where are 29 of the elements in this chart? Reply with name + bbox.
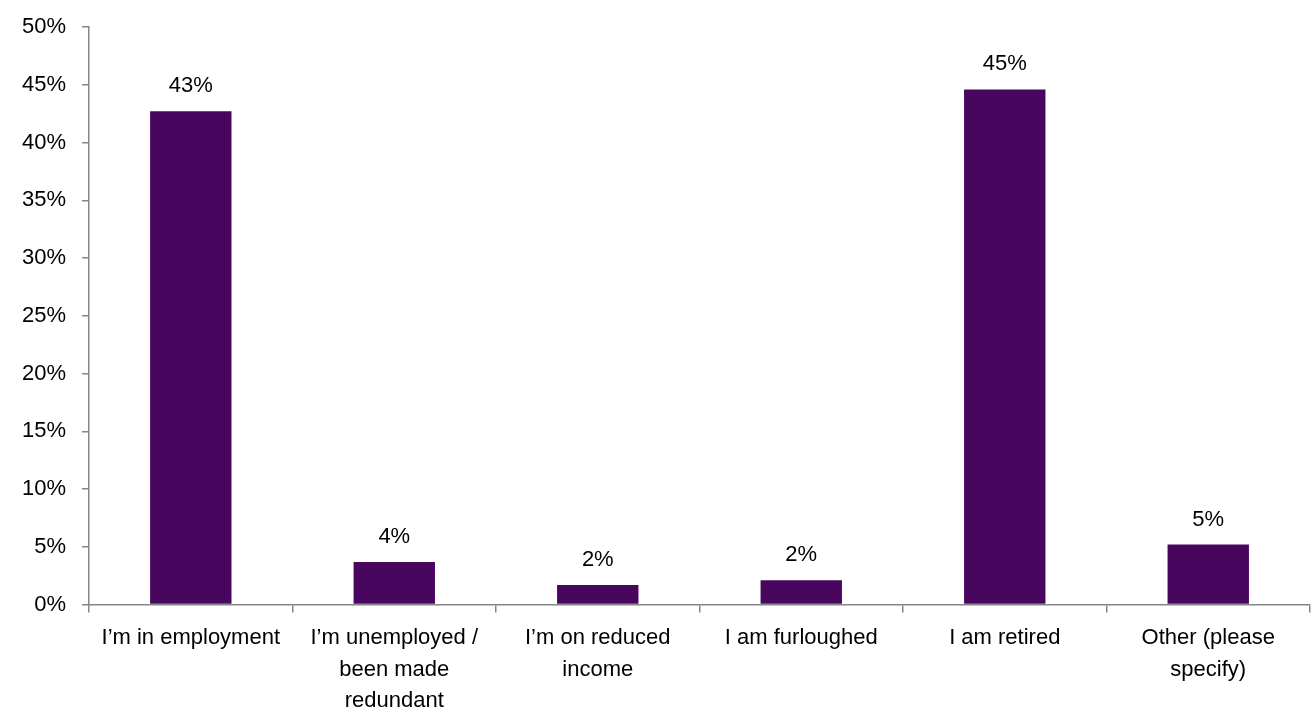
y-tick-label: 35% <box>21 186 67 212</box>
data-label: 2% <box>785 541 818 567</box>
y-tick-label: 5% <box>34 532 67 558</box>
x-tick-label: I’m unemployed / been made redundant <box>310 624 479 713</box>
x-tick-label: I’m on reduced income <box>525 624 671 681</box>
y-tick-label: 10% <box>21 475 67 501</box>
y-tick-label: 45% <box>21 70 67 96</box>
y-tick-label: 50% <box>21 13 67 39</box>
data-label: 45% <box>982 50 1027 76</box>
bar <box>353 561 435 604</box>
y-tick-label: 40% <box>21 128 67 154</box>
y-tick-label: 0% <box>34 590 67 616</box>
bar <box>1167 544 1249 604</box>
data-label: 43% <box>168 72 213 98</box>
bar <box>760 580 842 604</box>
y-tick-label: 25% <box>21 301 67 327</box>
data-label: 4% <box>378 522 411 548</box>
bar <box>557 584 639 604</box>
x-tick-label: I am furloughed <box>724 624 878 650</box>
data-label: 2% <box>581 545 614 571</box>
data-label: 5% <box>1192 505 1225 531</box>
y-tick-label: 15% <box>21 417 67 443</box>
x-tick-label: Other (please specify) <box>1141 624 1275 681</box>
y-tick-label: 20% <box>21 359 67 385</box>
bar <box>964 89 1046 604</box>
bar <box>150 111 232 604</box>
x-tick-label: I’m in employment <box>101 624 281 650</box>
x-tick-label: I am retired <box>949 624 1061 650</box>
y-tick-label: 30% <box>21 244 67 270</box>
